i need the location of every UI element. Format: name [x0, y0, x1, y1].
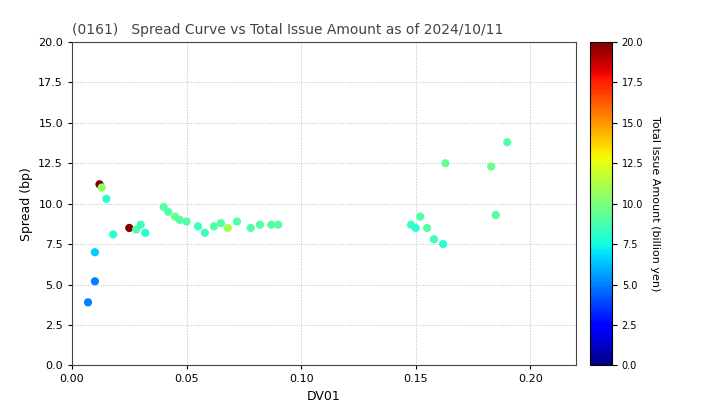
- Point: [101, 195, 112, 202]
- Point: [199, 229, 211, 236]
- Y-axis label: Spread (bp): Spread (bp): [19, 167, 32, 241]
- Point: [485, 163, 497, 170]
- Point: [163, 208, 174, 215]
- Point: [415, 213, 426, 220]
- Point: [169, 213, 181, 220]
- Point: [428, 236, 440, 243]
- Point: [405, 221, 417, 228]
- Point: [222, 225, 233, 231]
- Point: [208, 223, 220, 230]
- Text: (0161)   Spread Curve vs Total Issue Amount as of 2024/10/11: (0161) Spread Curve vs Total Issue Amoun…: [72, 23, 503, 37]
- Point: [82, 299, 94, 306]
- Point: [440, 160, 451, 167]
- Point: [410, 225, 421, 231]
- Point: [158, 204, 169, 210]
- Point: [272, 221, 284, 228]
- Point: [192, 223, 204, 230]
- Point: [231, 218, 243, 225]
- X-axis label: DV01: DV01: [307, 390, 341, 403]
- Point: [96, 184, 107, 191]
- Point: [254, 221, 266, 228]
- Point: [266, 221, 277, 228]
- Point: [89, 278, 101, 285]
- Point: [124, 225, 135, 231]
- Y-axis label: Total Issue Amount (billion yen): Total Issue Amount (billion yen): [650, 116, 660, 291]
- Point: [490, 212, 502, 218]
- Point: [181, 218, 192, 225]
- Point: [140, 229, 151, 236]
- Point: [174, 217, 186, 223]
- Point: [437, 241, 449, 247]
- Point: [502, 139, 513, 146]
- Point: [94, 181, 105, 188]
- Point: [107, 231, 119, 238]
- Point: [135, 221, 146, 228]
- Point: [421, 225, 433, 231]
- Point: [130, 226, 142, 233]
- Point: [215, 220, 227, 226]
- Point: [245, 225, 256, 231]
- Point: [89, 249, 101, 255]
